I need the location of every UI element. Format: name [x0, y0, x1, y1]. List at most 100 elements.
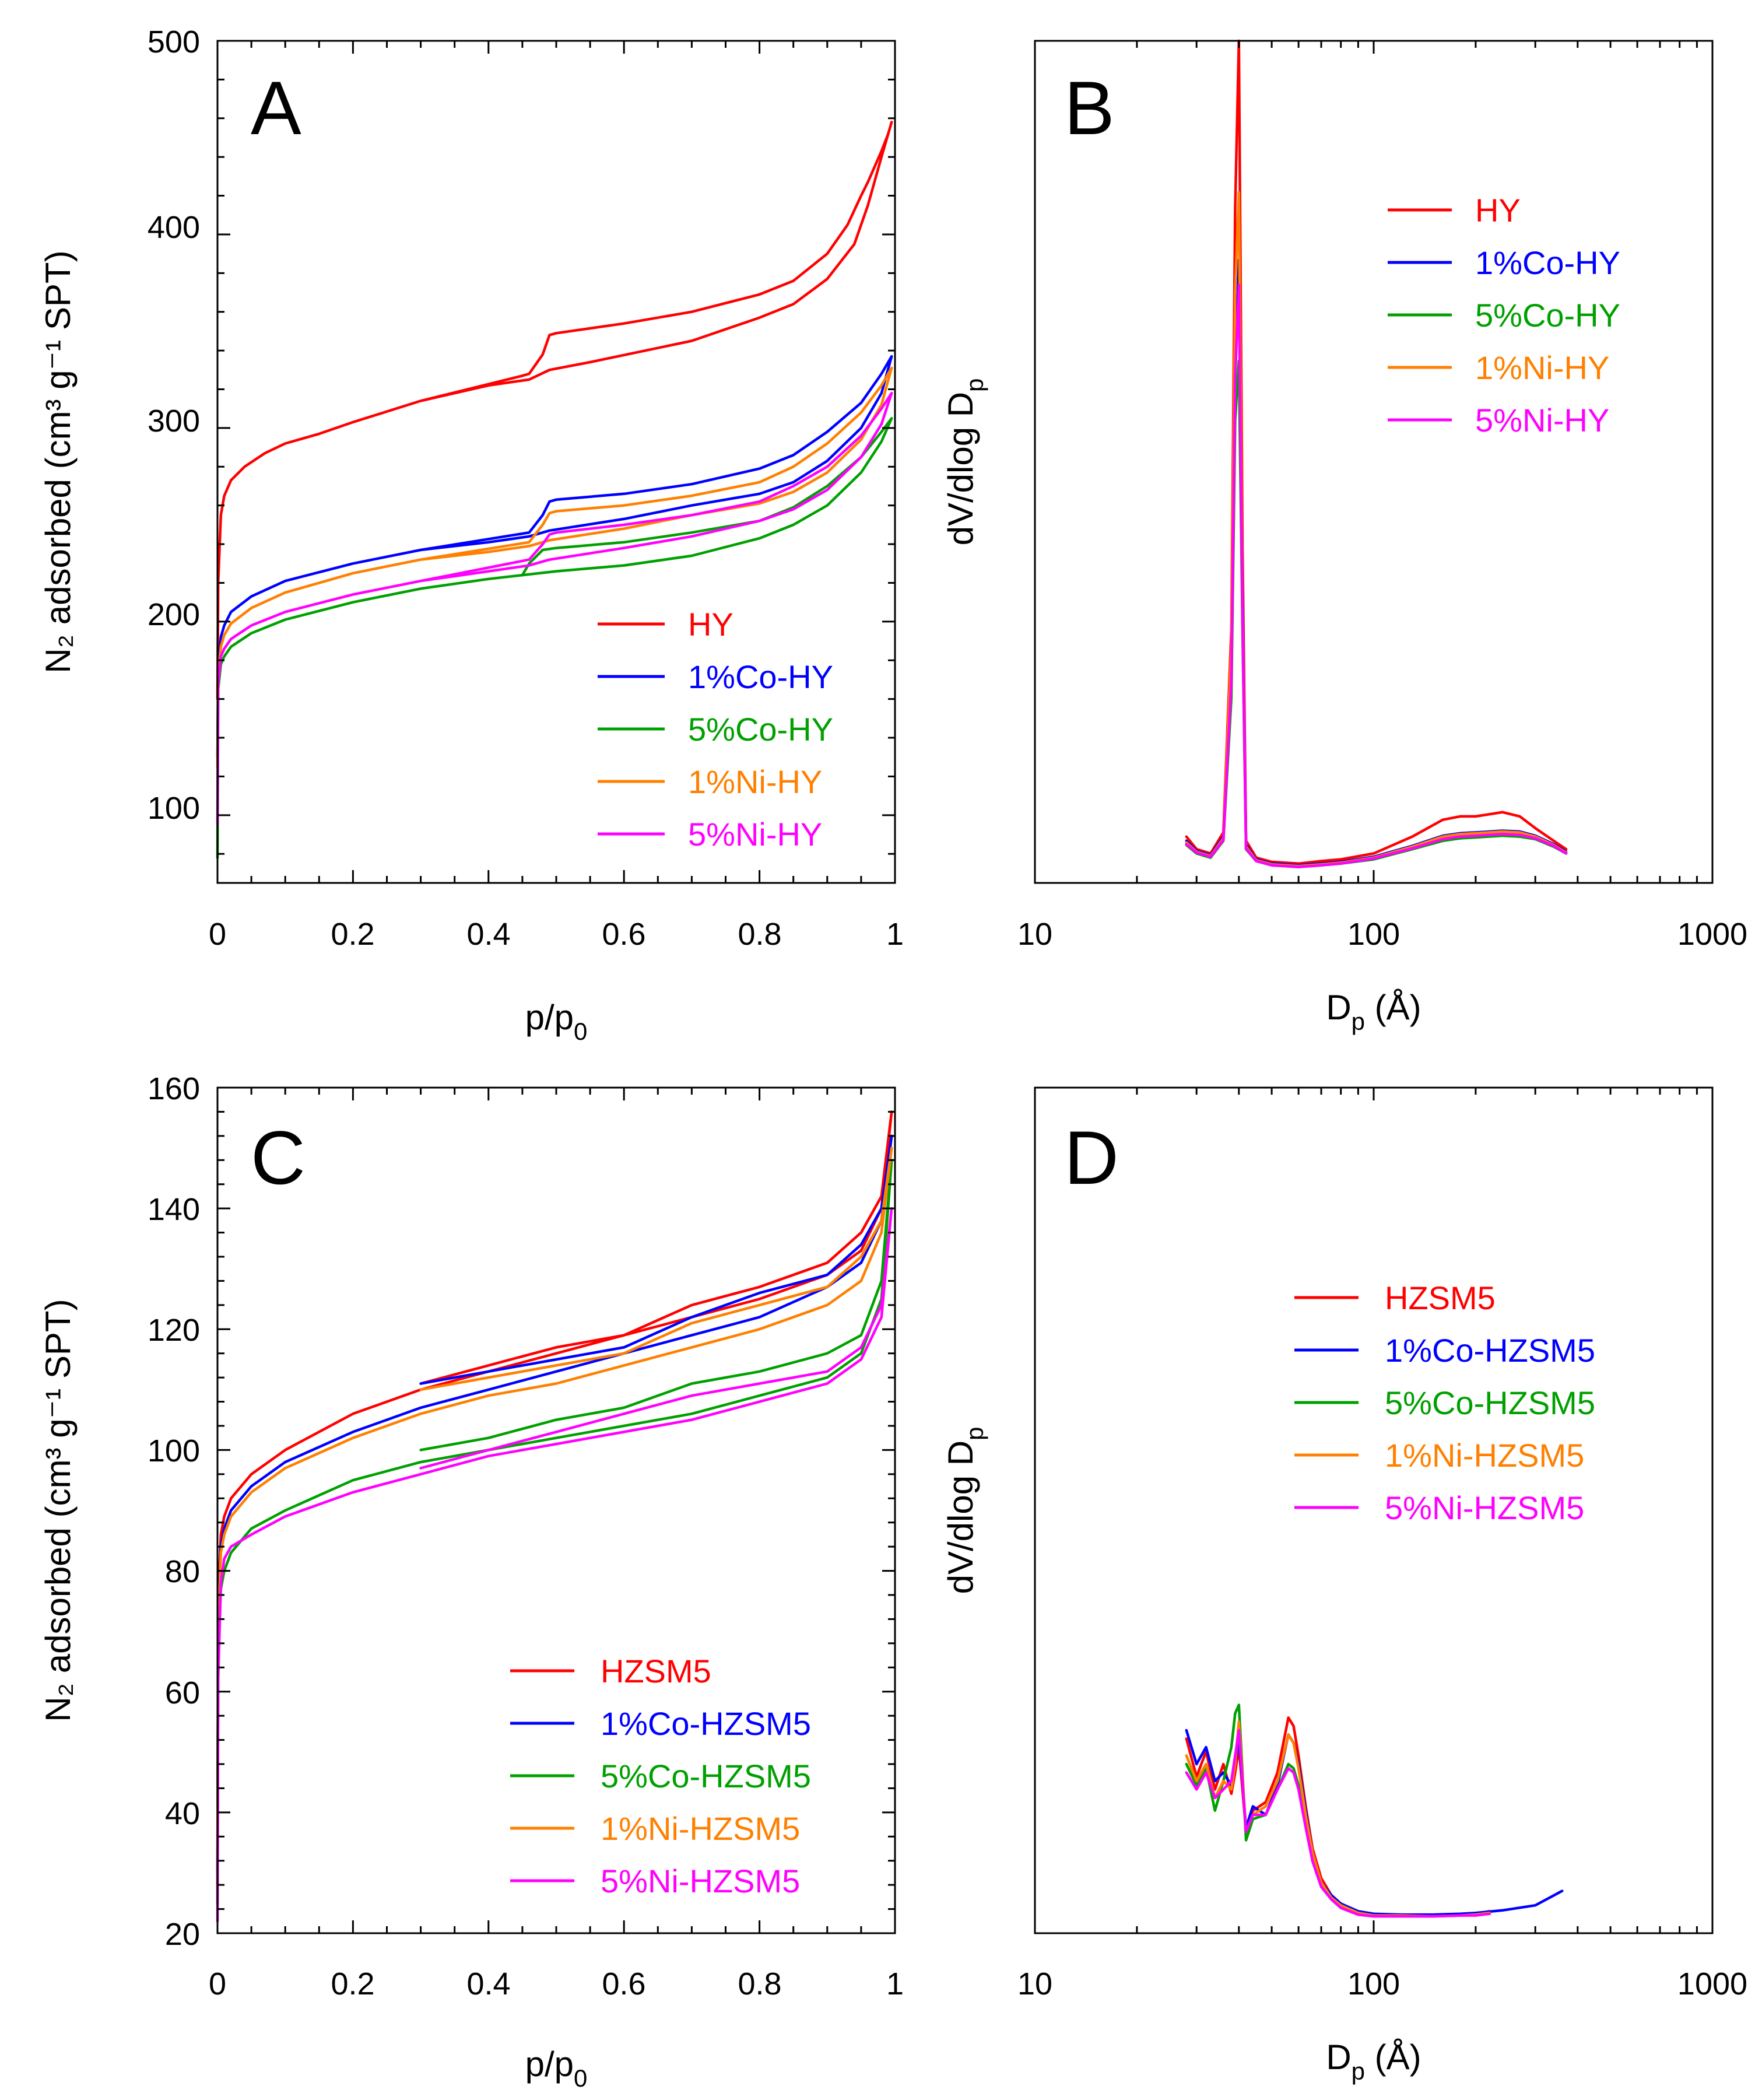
- panel-c-series-1-co-hzsm5: [216, 1134, 893, 1887]
- panel-c-ytick-labels: 20 40 60 80 100 120 140 160: [148, 1071, 200, 1952]
- panel-b-ylabel: dV/dlog Dp: [941, 378, 988, 546]
- panel-c-series-group: [216, 1110, 893, 1923]
- panel-c-ytick-label: 140: [148, 1192, 200, 1227]
- panel-a-letter: A: [251, 65, 301, 150]
- panel-b-series-group: [1185, 39, 1568, 868]
- legend-label: 1%Ni-HZSM5: [1385, 1437, 1584, 1474]
- panel-c-ticks: [216, 1086, 896, 1934]
- panel-d-letter: D: [1064, 1115, 1119, 1200]
- panel-c-xtick-label: 0.6: [602, 1966, 645, 2001]
- panel-d-xtick-labels: 10 100 1000: [1017, 1966, 1747, 2001]
- panel-d: 10 100 1000 D Dp (Å) dV/dlog Dp HZSM5 1%…: [941, 1086, 1747, 2085]
- legend-label: 5%Co-HY: [1475, 297, 1620, 334]
- panel-b-frame: [1034, 40, 1714, 884]
- panel-a: 0 0.2 0.4 0.6 0.8 1 100 200 300 400 500 …: [38, 24, 904, 1045]
- panel-d-series-1-ni-hzsm5: [1185, 1720, 1491, 1918]
- panel-d-ylabel: dV/dlog Dp: [941, 1427, 988, 1594]
- legend-label: 5%Co-HY: [688, 711, 833, 748]
- legend-label: 5%Co-HZSM5: [1385, 1384, 1595, 1421]
- panel-a-ytick-label: 400: [148, 210, 200, 245]
- legend-label: HY: [1475, 192, 1521, 229]
- panel-a-xtick-label: 0.6: [602, 917, 645, 952]
- panel-c-xtick-label: 0: [209, 1966, 226, 2001]
- legend-label: 1%Co-HY: [688, 658, 833, 695]
- panel-a-ytick-label: 200: [148, 597, 200, 632]
- panel-a-xlabel-sub: 0: [574, 1018, 587, 1045]
- legend-label: 5%Ni-HZSM5: [1385, 1489, 1584, 1526]
- panel-a-xtick-labels: 0 0.2 0.4 0.6 0.8 1: [209, 917, 904, 952]
- legend-label: 1%Ni-HY: [1475, 349, 1609, 386]
- panel-c-ylabel: N₂ adsorbed (cm³ g⁻¹ SPT): [38, 1299, 78, 1722]
- panel-a-ylabel: N₂ adsorbed (cm³ g⁻¹ SPT): [38, 250, 78, 673]
- panel-a-series-1-co-hy: [216, 355, 893, 759]
- legend-label: 1%Ni-HY: [688, 763, 822, 800]
- panel-a-xlabel: p/p0: [525, 998, 588, 1045]
- panel-d-frame: [1034, 1086, 1714, 1934]
- panel-b: 10 100 1000 B Dp (Å) dV/dlog Dp HY 1%Co-…: [941, 39, 1747, 1035]
- legend-label: 1%Co-HZSM5: [1385, 1332, 1595, 1369]
- panel-c-ytick-label: 20: [165, 1917, 200, 1952]
- panel-b-xtick-label: 1000: [1677, 917, 1747, 952]
- legend-label: 5%Ni-HY: [688, 816, 822, 853]
- panel-a-ytick-label: 300: [148, 404, 200, 439]
- panel-a-series-5-co-hy: [216, 417, 893, 860]
- panel-b-xtick-labels: 10 100 1000: [1017, 917, 1747, 952]
- panel-d-ticks: [1034, 1088, 1698, 1933]
- panel-b-xtick-label: 10: [1017, 917, 1052, 952]
- panel-b-series-5-ni-hy: [1185, 283, 1568, 868]
- panel-a-series-1-ni-hy: [216, 366, 893, 769]
- panel-c-ytick-label: 60: [165, 1675, 200, 1710]
- panel-a-ticks: [216, 40, 896, 883]
- legend-label: HZSM5: [1385, 1279, 1496, 1316]
- panel-a-xtick-label: 0: [209, 917, 226, 952]
- panel-b-letter: B: [1064, 65, 1115, 150]
- panel-c-letter: C: [251, 1115, 306, 1200]
- panel-d-xlabel-suffix: (Å): [1365, 2038, 1421, 2077]
- legend-label: 5%Ni-HZSM5: [601, 1863, 800, 1899]
- panel-c-xtick-label: 0.2: [331, 1966, 374, 2001]
- legend-label: 1%Co-HZSM5: [601, 1705, 811, 1742]
- panel-a-ytick-label: 100: [148, 791, 200, 826]
- panel-c-xlabel-sub: 0: [574, 2064, 587, 2092]
- panel-a-series-hy: [216, 121, 893, 700]
- panel-b-legend: HY 1%Co-HY 5%Co-HY 1%Ni-HY 5%Ni-HY: [1388, 192, 1620, 439]
- panel-d-ylabel-main: dV/dlog D: [941, 1440, 980, 1594]
- legend-label: 5%Ni-HY: [1475, 402, 1609, 439]
- panel-d-xtick-label: 100: [1347, 1966, 1400, 2001]
- panel-c-series-1-ni-hzsm5: [216, 1147, 893, 1892]
- panel-a-legend: HY 1%Co-HY 5%Co-HY 1%Ni-HY 5%Ni-HY: [598, 606, 833, 853]
- panel-c: 0 0.2 0.4 0.6 0.8 1 20 40 60 80 100 120 …: [38, 1071, 904, 2092]
- panel-c-xtick-label: 1: [886, 1966, 904, 2001]
- legend-label: HY: [688, 606, 733, 643]
- panel-a-xtick-label: 1: [886, 917, 904, 952]
- legend-label: 1%Ni-HZSM5: [601, 1810, 800, 1847]
- panel-d-legend: HZSM5 1%Co-HZSM5 5%Co-HZSM5 1%Ni-HZSM5 5…: [1294, 1279, 1595, 1526]
- panel-a-series-group: [216, 121, 893, 860]
- panel-b-xtick-label: 100: [1347, 917, 1400, 952]
- panel-d-xtick-label: 1000: [1677, 1966, 1747, 2001]
- panel-c-ytick-label: 100: [148, 1433, 200, 1468]
- panel-a-xtick-label: 0.4: [466, 917, 510, 952]
- panel-c-xtick-labels: 0 0.2 0.4 0.6 0.8 1: [209, 1966, 904, 2001]
- panel-c-series-5-co-hzsm5: [216, 1159, 893, 1905]
- panel-d-series-5-co-hzsm5: [1185, 1703, 1491, 1918]
- panel-b-ticks: [1034, 41, 1698, 883]
- panel-c-ytick-label: 40: [165, 1796, 200, 1831]
- panel-c-frame: [216, 1086, 896, 1934]
- panel-d-xlabel-sub: p: [1352, 2057, 1365, 2085]
- panel-a-xtick-label: 0.2: [331, 917, 374, 952]
- panel-a-ytick-label: 500: [148, 24, 200, 59]
- panel-d-ylabel-sub: p: [961, 1427, 988, 1440]
- panel-b-xlabel-main: D: [1326, 988, 1351, 1027]
- panel-c-ytick-label: 80: [165, 1554, 200, 1589]
- panel-c-series-5-ni-hzsm5: [216, 1207, 893, 1923]
- panel-c-ytick-label: 120: [148, 1313, 200, 1348]
- panel-b-xlabel-suffix: (Å): [1365, 988, 1421, 1027]
- panel-a-frame: [216, 40, 896, 884]
- panel-c-xtick-label: 0.8: [738, 1966, 781, 2001]
- legend-label: 5%Co-HZSM5: [601, 1758, 811, 1794]
- legend-label: HZSM5: [601, 1653, 711, 1689]
- panel-c-series-hzsm5: [216, 1110, 893, 1874]
- panel-a-xtick-label: 0.8: [738, 917, 781, 952]
